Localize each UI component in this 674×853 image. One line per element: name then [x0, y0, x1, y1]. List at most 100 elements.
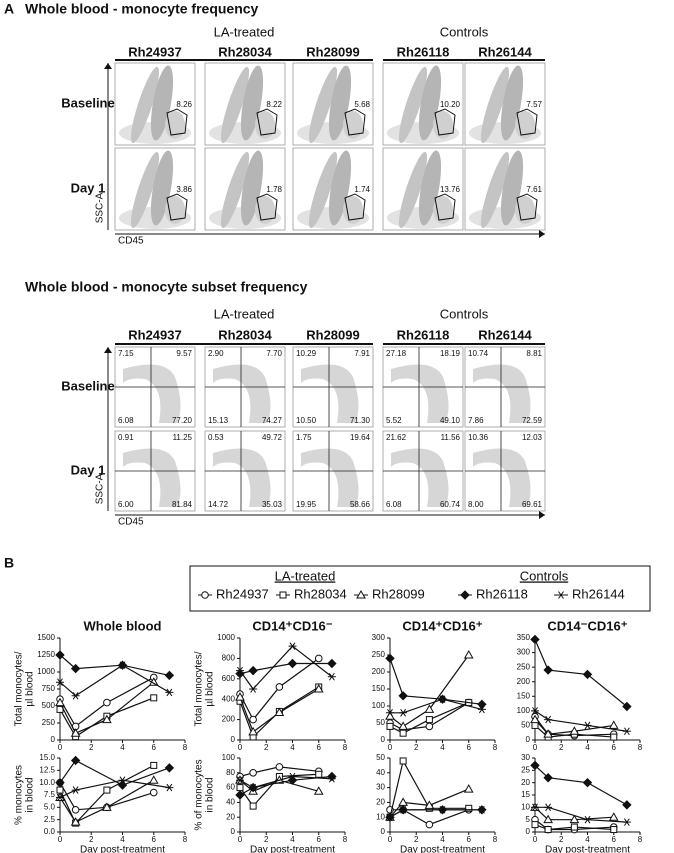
gate [516, 193, 538, 221]
x-tick-label: 8 [343, 743, 348, 752]
point [55, 697, 65, 707]
series-line [389, 654, 470, 728]
quadrant-value: 19.95 [296, 500, 317, 509]
y-tick-label: 0 [526, 735, 531, 744]
point [236, 784, 244, 792]
quadrant-value: 10.29 [296, 349, 317, 358]
quadrant-value: 2.90 [208, 349, 224, 358]
animal-name: Rh26118 [397, 44, 450, 59]
cell-population [308, 66, 338, 144]
x-axis-label: Day post-treatment [250, 845, 335, 853]
y-tick-label: 5 [526, 815, 531, 824]
series-line [534, 716, 614, 737]
series-line [239, 779, 319, 792]
animal-name: Rh26118 [397, 327, 450, 342]
point [117, 780, 128, 790]
cell-population [398, 151, 428, 229]
point [315, 770, 323, 778]
x-tick-label: 2 [559, 835, 564, 844]
y-tick-label: 15 [521, 790, 530, 799]
point [118, 661, 127, 669]
point [424, 704, 435, 713]
group-label: LA-treated [214, 306, 275, 321]
animal-name: Rh28099 [306, 327, 359, 342]
point [544, 715, 553, 724]
chart-title: CD14⁺CD16⁻ [252, 618, 332, 633]
point [544, 803, 553, 812]
point [236, 666, 244, 675]
y-tick-label: 0 [231, 735, 236, 744]
x-tick-label: 4 [585, 743, 590, 752]
legend-label: Rh24937 [216, 586, 269, 601]
x-tick-label: 6 [152, 835, 157, 844]
y-tick-label: 40 [376, 768, 385, 777]
point [249, 715, 257, 724]
point [287, 775, 298, 785]
x-tick-label: 4 [290, 835, 295, 844]
x-tick-label: 0 [388, 743, 393, 752]
y-tick-label: 20 [376, 798, 385, 807]
x-tick-label: 4 [120, 743, 125, 752]
y-axis-label: in blood [205, 777, 216, 812]
y-tick-label: 0.0 [44, 827, 56, 836]
point [399, 806, 408, 814]
y-tick-label: 350 [517, 633, 531, 642]
point [530, 714, 540, 724]
quadrant-value: 7.15 [118, 349, 134, 358]
animal-name: Rh24937 [128, 44, 181, 59]
panel-label: B [4, 555, 14, 571]
y-tick-label: 80 [226, 768, 235, 777]
point [583, 721, 592, 730]
point [477, 705, 486, 714]
point [103, 698, 111, 707]
point [610, 733, 618, 741]
chart-title: CD14⁻CD16⁺ [547, 618, 627, 633]
x-tick-label: 6 [467, 743, 472, 752]
point [327, 658, 337, 669]
quadrant-value: 10.50 [296, 416, 317, 425]
point [543, 773, 553, 783]
point [165, 783, 174, 792]
y-tick-label: 100 [517, 706, 531, 715]
gate-value: 8.26 [176, 100, 192, 109]
quadrant-value: 19.64 [350, 433, 371, 442]
animal-name: Rh28099 [306, 44, 359, 59]
x-tick-label: 6 [317, 743, 322, 752]
group-label: Controls [440, 24, 489, 39]
y-tick-label: 0 [526, 827, 531, 836]
point [543, 729, 553, 738]
point [438, 806, 447, 814]
cell-population [150, 65, 174, 141]
cell-population [123, 448, 181, 507]
gate [434, 193, 456, 221]
point [70, 817, 81, 826]
quadrant-value: 60.74 [440, 500, 461, 509]
cell-population [123, 364, 181, 423]
y-tick-label: 1500 [37, 633, 55, 642]
y-tick-label: 200 [517, 677, 531, 686]
y-tick-label: 400 [222, 694, 236, 703]
point [248, 665, 258, 676]
animal-name: Rh28034 [218, 44, 272, 59]
row-label: Day 1 [71, 462, 106, 477]
y-tick-label: 10 [376, 812, 385, 821]
y-tick-label: 12.5 [39, 765, 55, 774]
quadrant-value: 15.13 [208, 416, 229, 425]
point [70, 755, 81, 766]
gate-value: 8.22 [266, 100, 282, 109]
animal-name: Rh26144 [478, 44, 532, 59]
x-axis-label: CD45 [118, 236, 144, 247]
legend-box [189, 565, 651, 612]
y-tick-label: 50 [376, 753, 385, 762]
legend-marker [356, 589, 366, 599]
x-tick-label: 4 [440, 743, 445, 752]
legend-marker [279, 591, 287, 599]
y-tick-label: 20 [521, 778, 530, 787]
cell-population [418, 150, 442, 226]
point [465, 804, 473, 812]
gate [166, 108, 188, 136]
quadrant-value: 11.25 [173, 433, 193, 442]
point [249, 769, 257, 777]
point [608, 812, 619, 821]
gate-value: 7.57 [526, 100, 542, 109]
